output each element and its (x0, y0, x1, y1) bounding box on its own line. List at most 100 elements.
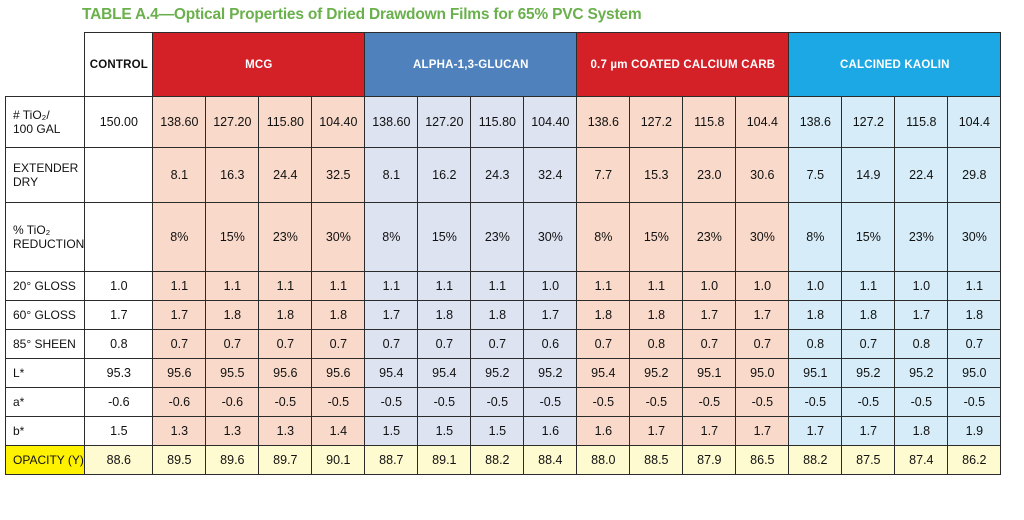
mcg-value-cell: 1.8 (258, 300, 313, 330)
glucan-value-cell: 95.2 (470, 358, 525, 388)
kaolin-value-cell: 30% (947, 202, 1002, 272)
mcg-value-cell: 90.1 (311, 445, 366, 475)
glucan-value-cell: 1.5 (417, 416, 472, 446)
table-row: % TiO₂ REDUCTION 8% 15% 23% 30% 8% 15% 23% 30% 8%… (4, 202, 1002, 272)
calcium-value-cell: 1.7 (682, 416, 737, 446)
calcium-value-cell: 1.8 (576, 300, 631, 330)
kaolin-value-cell: 1.8 (894, 416, 949, 446)
mcg-value-cell: 0.7 (152, 329, 207, 359)
glucan-value-cell: 0.7 (470, 329, 525, 359)
mcg-value-cell: 8% (152, 202, 207, 272)
glucan-value-cell: 1.6 (523, 416, 578, 446)
calcium-value-cell: 1.1 (576, 271, 631, 301)
mcg-value-cell: 1.1 (152, 271, 207, 301)
kaolin-value-cell: 1.7 (894, 300, 949, 330)
calcium-value-cell: -0.5 (735, 387, 790, 417)
header-row: CONTROL MCG ALPHA-1,3-GLUCAN 0.7 µm COAT… (4, 32, 1002, 97)
mcg-value-cell: 1.4 (311, 416, 366, 446)
calcium-value-cell: 127.2 (629, 96, 684, 148)
row-label-text: % TiO₂ REDUCTION (13, 223, 85, 251)
kaolin-value-cell: 138.6 (788, 96, 843, 148)
mcg-value-cell: 95.6 (311, 358, 366, 388)
glucan-value-cell: 88.7 (364, 445, 419, 475)
control-value-cell: 95.3 (84, 358, 154, 388)
table-body: # TiO₂/ 100 GAL 150.00 138.60 127.20 115.80 1… (4, 96, 1002, 475)
kaolin-value-cell: 22.4 (894, 147, 949, 203)
mcg-value-cell: 32.5 (311, 147, 366, 203)
glucan-value-cell: 16.2 (417, 147, 472, 203)
control-value-cell: 1.7 (84, 300, 154, 330)
calcium-value-cell: 88.5 (629, 445, 684, 475)
mcg-value-cell: 1.1 (311, 271, 366, 301)
mcg-value-cell: 1.3 (152, 416, 207, 446)
row-label: b* (4, 416, 86, 446)
calcium-value-cell: 88.0 (576, 445, 631, 475)
mcg-value-cell: 95.6 (152, 358, 207, 388)
glucan-value-cell: 1.1 (364, 271, 419, 301)
kaolin-value-cell: 87.4 (894, 445, 949, 475)
mcg-value-cell: 89.6 (205, 445, 260, 475)
mcg-value-cell: 8.1 (152, 147, 207, 203)
kaolin-value-cell: -0.5 (894, 387, 949, 417)
row-label-text: 20° GLOSS (13, 279, 76, 293)
control-value-cell: 0.8 (84, 329, 154, 359)
mcg-value-cell: 24.4 (258, 147, 313, 203)
kaolin-value-cell: 1.8 (947, 300, 1002, 330)
kaolin-value-cell: 14.9 (841, 147, 896, 203)
kaolin-value-cell: -0.5 (788, 387, 843, 417)
mcg-value-cell: 1.3 (205, 416, 260, 446)
glucan-value-cell: 24.3 (470, 147, 525, 203)
row-label: L* (4, 358, 86, 388)
mcg-value-cell: -0.5 (311, 387, 366, 417)
kaolin-value-cell: 127.2 (841, 96, 896, 148)
row-label: a* (4, 387, 86, 417)
row-label-text: b* (13, 424, 25, 438)
header-calcined-kaolin: CALCINED KAOLIN (788, 32, 1002, 97)
glucan-value-cell: 8% (364, 202, 419, 272)
kaolin-value-cell: -0.5 (947, 387, 1002, 417)
glucan-value-cell: 1.5 (364, 416, 419, 446)
table-row: 60° GLOSS 1.7 1.7 1.8 1.8 1.8 1.7 1.8 1.8 1.7 1.8 1… (4, 300, 1002, 330)
glucan-value-cell: 1.8 (417, 300, 472, 330)
control-value-cell: 150.00 (84, 96, 154, 148)
table-row: OPACITY (Y) 88.6 89.5 89.6 89.7 90.1 88.7 89.1 8… (4, 445, 1002, 475)
row-label: 85° SHEEN (4, 329, 86, 359)
kaolin-value-cell: 88.2 (788, 445, 843, 475)
control-value-cell: 88.6 (84, 445, 154, 475)
kaolin-value-cell: 87.5 (841, 445, 896, 475)
row-label-text: # TiO₂/ 100 GAL (13, 108, 61, 136)
mcg-value-cell: 15% (205, 202, 260, 272)
calcium-value-cell: 23% (682, 202, 737, 272)
mcg-value-cell: 127.20 (205, 96, 260, 148)
kaolin-value-cell: 15% (841, 202, 896, 272)
glucan-value-cell: 0.6 (523, 329, 578, 359)
calcium-value-cell: -0.5 (629, 387, 684, 417)
header-mcg: MCG (152, 32, 366, 97)
glucan-value-cell: -0.5 (470, 387, 525, 417)
glucan-value-cell: 1.7 (364, 300, 419, 330)
calcium-value-cell: 23.0 (682, 147, 737, 203)
kaolin-value-cell: 1.9 (947, 416, 1002, 446)
calcium-value-cell: -0.5 (576, 387, 631, 417)
kaolin-value-cell: 1.7 (841, 416, 896, 446)
mcg-value-cell: -0.6 (152, 387, 207, 417)
mcg-value-cell: 95.5 (205, 358, 260, 388)
calcium-value-cell: 0.7 (682, 329, 737, 359)
glucan-value-cell: 95.4 (417, 358, 472, 388)
glucan-value-cell: 88.2 (470, 445, 525, 475)
calcium-value-cell: 1.7 (735, 416, 790, 446)
glucan-value-cell: 8.1 (364, 147, 419, 203)
calcium-value-cell: 95.4 (576, 358, 631, 388)
glucan-value-cell: 1.5 (470, 416, 525, 446)
kaolin-value-cell: 29.8 (947, 147, 1002, 203)
kaolin-value-cell: 0.8 (894, 329, 949, 359)
kaolin-value-cell: 95.1 (788, 358, 843, 388)
row-label: 60° GLOSS (4, 300, 86, 330)
glucan-value-cell: 1.0 (523, 271, 578, 301)
table-row: 20° GLOSS 1.0 1.1 1.1 1.1 1.1 1.1 1.1 1.1 1.0 1.1 1… (4, 271, 1002, 301)
kaolin-value-cell: 95.0 (947, 358, 1002, 388)
glucan-value-cell: 23% (470, 202, 525, 272)
mcg-value-cell: 0.7 (205, 329, 260, 359)
row-label-text: OPACITY (Y) (13, 453, 84, 467)
table-title: TABLE A.4—Optical Properties of Dried Dr… (82, 6, 642, 23)
